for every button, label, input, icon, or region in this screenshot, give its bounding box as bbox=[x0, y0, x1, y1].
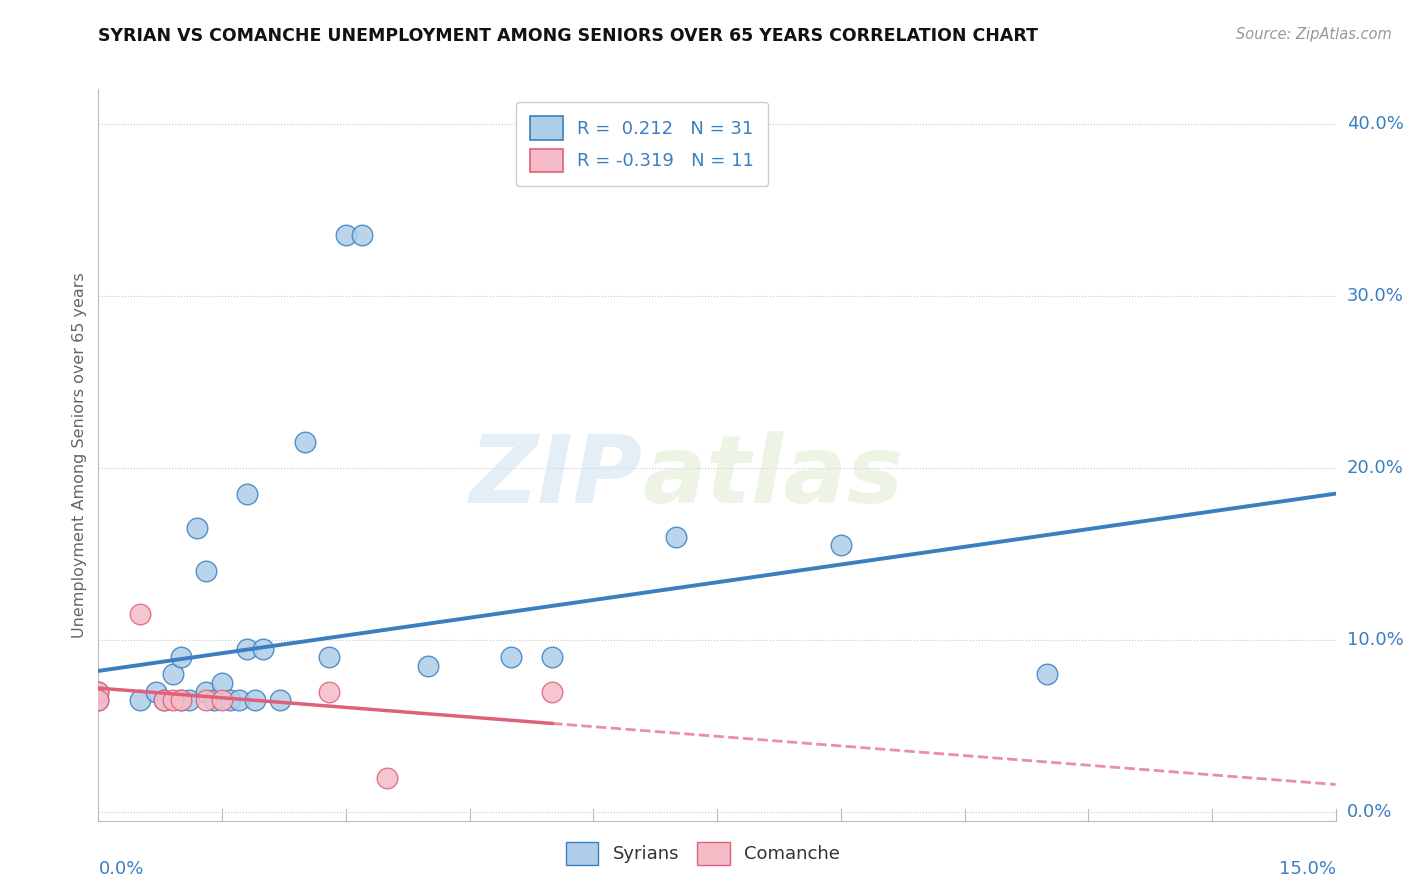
Point bbox=[128, 607, 150, 621]
Text: ZIP: ZIP bbox=[470, 431, 643, 523]
Legend: R =  0.212   N = 31, R = -0.319   N = 11: R = 0.212 N = 31, R = -0.319 N = 11 bbox=[516, 102, 769, 186]
Point bbox=[145, 684, 167, 698]
Point bbox=[219, 693, 242, 707]
Text: Source: ZipAtlas.com: Source: ZipAtlas.com bbox=[1236, 27, 1392, 42]
Point bbox=[87, 684, 110, 698]
Point bbox=[541, 650, 564, 665]
Text: 30.0%: 30.0% bbox=[1347, 286, 1403, 305]
Text: 40.0%: 40.0% bbox=[1347, 114, 1403, 133]
Point bbox=[186, 521, 208, 535]
Point bbox=[211, 676, 233, 690]
Point bbox=[170, 650, 193, 665]
Point bbox=[335, 228, 357, 243]
Point bbox=[194, 564, 217, 578]
Point bbox=[162, 693, 184, 707]
Point bbox=[153, 693, 176, 707]
Text: SYRIAN VS COMANCHE UNEMPLOYMENT AMONG SENIORS OVER 65 YEARS CORRELATION CHART: SYRIAN VS COMANCHE UNEMPLOYMENT AMONG SE… bbox=[98, 27, 1039, 45]
Point bbox=[352, 228, 374, 243]
Point bbox=[202, 693, 225, 707]
Point bbox=[194, 693, 217, 707]
Text: 20.0%: 20.0% bbox=[1347, 458, 1403, 477]
Point bbox=[153, 693, 176, 707]
Point bbox=[499, 650, 522, 665]
Point bbox=[128, 693, 150, 707]
Text: 10.0%: 10.0% bbox=[1347, 631, 1403, 649]
Point bbox=[236, 486, 259, 500]
Point bbox=[269, 693, 291, 707]
Point bbox=[87, 693, 110, 707]
Point bbox=[236, 641, 259, 656]
Point bbox=[87, 684, 110, 698]
Point bbox=[194, 684, 217, 698]
Point bbox=[252, 641, 274, 656]
Point bbox=[665, 530, 688, 544]
Point bbox=[243, 693, 266, 707]
Text: atlas: atlas bbox=[643, 431, 904, 523]
Legend: Syrians, Comanche: Syrians, Comanche bbox=[557, 833, 849, 874]
Point bbox=[170, 693, 193, 707]
Point bbox=[318, 684, 340, 698]
Point bbox=[830, 538, 852, 552]
Y-axis label: Unemployment Among Seniors over 65 years: Unemployment Among Seniors over 65 years bbox=[72, 272, 87, 638]
Point bbox=[179, 693, 201, 707]
Point bbox=[375, 771, 398, 785]
Point bbox=[87, 693, 110, 707]
Text: 15.0%: 15.0% bbox=[1278, 860, 1336, 879]
Point bbox=[294, 435, 316, 450]
Point bbox=[170, 693, 193, 707]
Text: 0.0%: 0.0% bbox=[1347, 803, 1392, 821]
Point bbox=[162, 667, 184, 681]
Point bbox=[541, 684, 564, 698]
Point bbox=[1036, 667, 1059, 681]
Point bbox=[228, 693, 250, 707]
Point bbox=[418, 658, 440, 673]
Point bbox=[318, 650, 340, 665]
Text: 0.0%: 0.0% bbox=[98, 860, 143, 879]
Point bbox=[211, 693, 233, 707]
